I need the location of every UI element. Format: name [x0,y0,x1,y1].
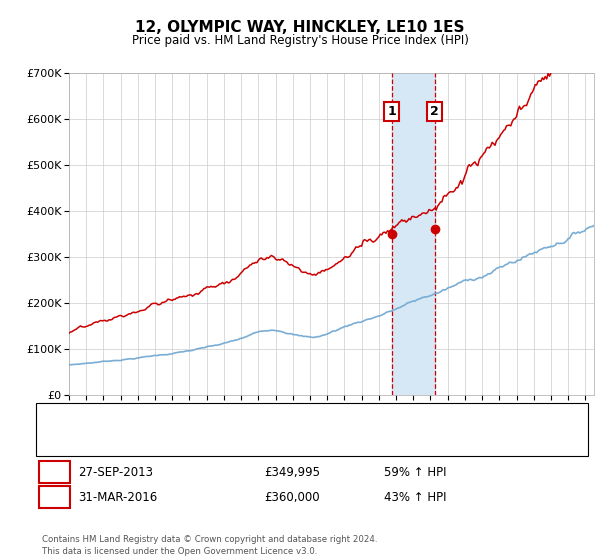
Text: 59% ↑ HPI: 59% ↑ HPI [384,465,446,479]
Text: 1: 1 [50,465,59,479]
Text: £360,000: £360,000 [264,491,320,504]
Text: 27-SEP-2013: 27-SEP-2013 [78,465,153,479]
Text: Contains HM Land Registry data © Crown copyright and database right 2024.
This d: Contains HM Land Registry data © Crown c… [42,535,377,556]
Text: 2: 2 [430,105,439,118]
Text: £349,995: £349,995 [264,465,320,479]
Text: 31-MAR-2016: 31-MAR-2016 [78,491,157,504]
Text: 12, OLYMPIC WAY, HINCKLEY, LE10 1ES: 12, OLYMPIC WAY, HINCKLEY, LE10 1ES [135,20,465,35]
Text: Price paid vs. HM Land Registry's House Price Index (HPI): Price paid vs. HM Land Registry's House … [131,34,469,46]
Text: HPI: Average price, detached house, Hinckley and Bosworth: HPI: Average price, detached house, Hinc… [93,435,421,445]
Text: 43% ↑ HPI: 43% ↑ HPI [384,491,446,504]
Text: 2: 2 [50,491,59,504]
Text: 12, OLYMPIC WAY, HINCKLEY, LE10 1ES (detached house): 12, OLYMPIC WAY, HINCKLEY, LE10 1ES (det… [93,417,406,426]
Bar [392,73,435,395]
Text: 1: 1 [388,105,396,118]
